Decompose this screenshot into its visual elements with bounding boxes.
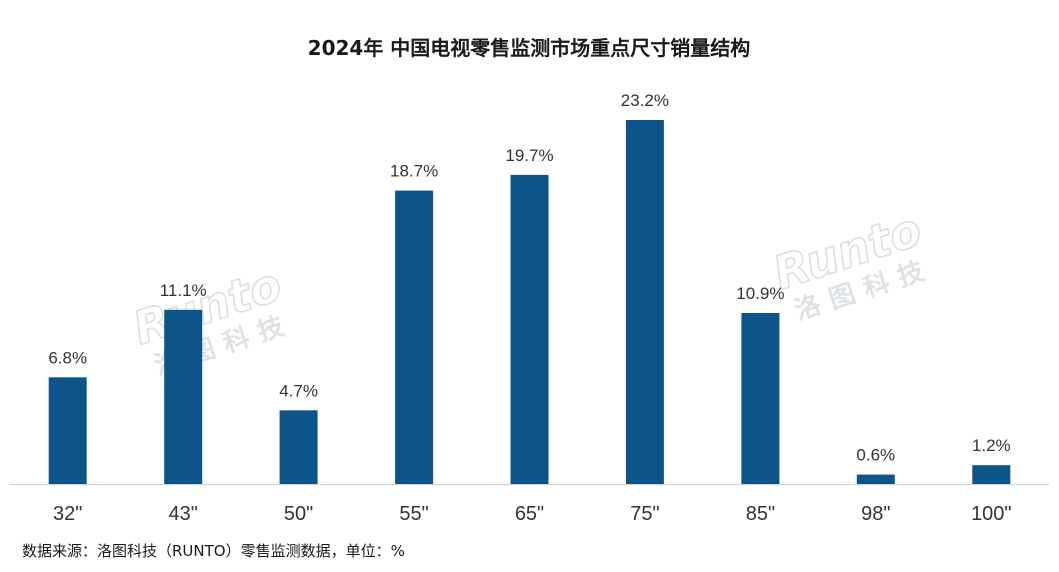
x-tick-label-9: 100" — [971, 503, 1011, 525]
bar-3 — [280, 410, 318, 484]
x-tick-label-8: 98" — [861, 503, 890, 525]
source-note: 数据来源：洛图科技（RUNTO）零售监测数据，单位：% — [22, 542, 405, 560]
x-tick-label-2: 43" — [169, 503, 198, 525]
chart-title: 2024年 中国电视零售监测市场重点尺寸销量结构 — [308, 36, 751, 60]
watermark-left: Runto 洛图科技 — [127, 257, 298, 384]
bar-5 — [511, 175, 549, 484]
bar-8 — [857, 475, 895, 484]
x-tick-label-6: 75" — [630, 503, 659, 525]
data-label-7: 10.9% — [736, 284, 784, 303]
bar-6 — [626, 120, 664, 484]
data-label-2: 11.1% — [160, 281, 207, 300]
x-tick-label-group: 32" 43" 50" 55" 65" 75" 85" 98" 100" — [53, 503, 1012, 525]
data-label-5: 19.7% — [505, 146, 553, 165]
data-label-1: 6.8% — [48, 348, 87, 367]
bar-4 — [395, 191, 433, 484]
x-tick-label-4: 55" — [399, 503, 428, 525]
x-tick-label-1: 32" — [53, 503, 82, 525]
bar-9 — [972, 465, 1010, 484]
data-label-6: 23.2% — [621, 91, 669, 110]
x-tick-label-5: 65" — [515, 503, 544, 525]
x-tick-label-7: 85" — [746, 503, 775, 525]
data-label-9: 1.2% — [972, 436, 1011, 455]
watermark-right: Runto 洛图科技 — [767, 202, 938, 329]
bar-2 — [164, 310, 202, 484]
chart: 2024年 中国电视零售监测市场重点尺寸销量结构 Runto 洛图科技 Runt… — [0, 0, 1059, 572]
data-label-8: 0.6% — [856, 446, 895, 465]
bar-7 — [741, 313, 779, 484]
data-label-3: 4.7% — [279, 381, 318, 400]
bar-1 — [49, 377, 87, 484]
data-label-4: 18.7% — [390, 162, 438, 181]
x-tick-label-3: 50" — [284, 503, 313, 525]
